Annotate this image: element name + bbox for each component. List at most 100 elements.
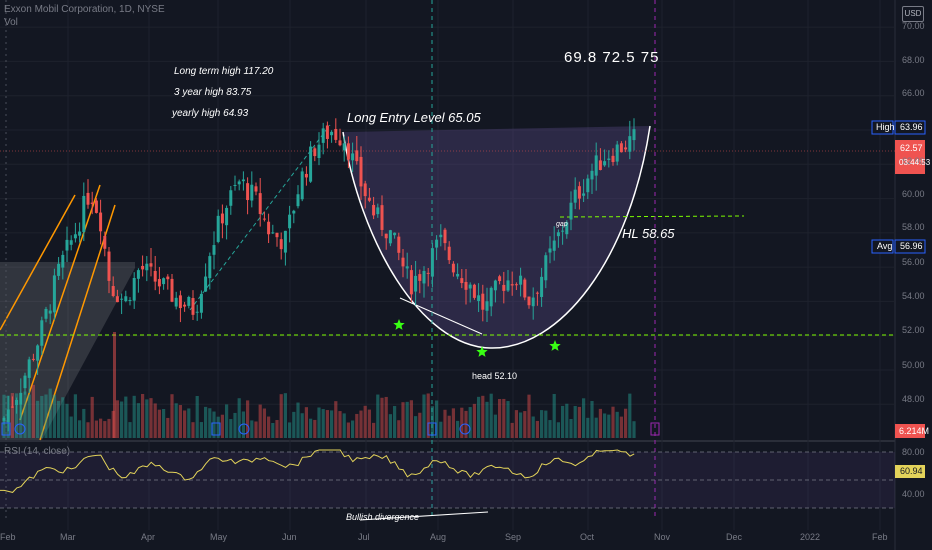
earnings-icon xyxy=(650,422,660,436)
volume-bar xyxy=(619,416,623,438)
volume-bar xyxy=(582,398,586,438)
currency-button[interactable]: USD xyxy=(902,6,924,22)
volume-bar xyxy=(531,416,535,438)
candle-body xyxy=(90,202,94,204)
volume-bar xyxy=(267,416,271,438)
high-tag-label: High xyxy=(876,122,895,132)
targets-note: 69.8 72.5 75 xyxy=(564,49,660,66)
volume-bar xyxy=(363,405,367,438)
candle-body xyxy=(330,131,334,136)
volume-bar xyxy=(220,414,224,438)
volume-bar xyxy=(115,400,119,438)
candle-body xyxy=(27,359,31,378)
volume-bar xyxy=(414,416,418,438)
price-tick: 50.00 xyxy=(902,360,925,370)
head-note: head 52.10 xyxy=(472,371,518,381)
rsi-value-tag: 60.94 xyxy=(900,466,923,476)
volume-bar xyxy=(61,397,65,438)
volume-bar xyxy=(451,408,455,438)
volume-bar xyxy=(548,420,552,438)
time-tick: Mar xyxy=(60,532,76,542)
volume-bar xyxy=(145,399,149,438)
high-tag-value: 63.96 xyxy=(900,122,923,132)
volume-bar xyxy=(573,406,577,438)
volume-bar xyxy=(132,395,136,438)
dividend-icon xyxy=(459,423,471,435)
volume-bar xyxy=(107,418,111,438)
volume-bar xyxy=(388,414,392,438)
volume-bar xyxy=(447,415,451,438)
volume-bar xyxy=(233,412,237,438)
candle-body xyxy=(271,232,275,234)
volume-bar xyxy=(477,396,481,438)
volume-bar xyxy=(603,413,607,438)
volume-bar xyxy=(15,393,19,438)
volume-indicator-label[interactable]: Vol xyxy=(4,17,18,28)
candle-body xyxy=(254,186,258,192)
candle-body xyxy=(577,186,581,199)
candle-body xyxy=(489,287,493,307)
price-tick: 60.00 xyxy=(902,189,925,199)
volume-bar xyxy=(598,408,602,438)
volume-bar xyxy=(502,398,506,438)
candle-body xyxy=(569,202,573,220)
candle-body xyxy=(86,192,90,205)
candle-body xyxy=(632,129,636,141)
candle-body xyxy=(493,280,497,291)
high-tag-box xyxy=(871,120,894,135)
rsi-line xyxy=(0,449,635,493)
candle-body xyxy=(426,272,430,274)
volume-tag-value: 6.214M xyxy=(899,426,930,436)
earnings-icon xyxy=(1,422,11,436)
volume-bar xyxy=(426,393,430,438)
candle-body xyxy=(178,295,182,309)
candle-body xyxy=(23,375,27,389)
price-tick: 68.00 xyxy=(902,55,925,65)
rsi-label[interactable]: RSI (14, close) xyxy=(4,446,71,457)
volume-bar xyxy=(594,417,598,438)
volume-bar xyxy=(615,411,619,438)
volume-bar xyxy=(439,421,443,438)
candle-body xyxy=(510,284,514,286)
candle-body xyxy=(430,248,434,277)
candle-body xyxy=(258,193,262,215)
candle-body xyxy=(527,296,531,306)
candle-body xyxy=(170,278,174,302)
candle-body xyxy=(78,231,82,236)
volume-bar xyxy=(586,417,590,438)
volume-bar xyxy=(456,420,460,438)
candle-body xyxy=(376,207,380,215)
volume-bar xyxy=(170,394,174,438)
candle-body xyxy=(393,232,397,236)
volume-bar xyxy=(506,401,510,438)
volume-bar xyxy=(540,410,544,438)
volume-bar xyxy=(304,407,308,438)
volume-bar xyxy=(359,410,363,438)
volume-bar xyxy=(69,416,73,438)
volume-bar xyxy=(309,418,313,438)
star-icon xyxy=(549,340,561,351)
candle-body xyxy=(141,265,145,270)
volume-bar xyxy=(292,411,296,438)
volume-bar xyxy=(86,422,90,438)
candle-body xyxy=(607,158,611,160)
candle-body xyxy=(443,229,447,244)
candle-body xyxy=(317,144,321,158)
volume-bar xyxy=(279,394,283,438)
three-year-high-note: 3 year high 83.75 xyxy=(174,87,252,98)
candle-body xyxy=(288,214,292,229)
candle-body xyxy=(351,153,355,161)
volume-bar xyxy=(241,411,245,438)
symbol-title[interactable]: Exxon Mobil Corporation, 1D, NYSE xyxy=(4,4,165,15)
volume-bar xyxy=(288,422,292,438)
candle-body xyxy=(422,270,426,284)
candle-body xyxy=(99,212,103,232)
price-tick: 48.00 xyxy=(902,394,925,404)
volume-bars xyxy=(2,332,636,438)
volume-bar xyxy=(481,395,485,438)
cup-curve xyxy=(342,125,651,349)
volume-bar xyxy=(31,384,35,438)
candle-body xyxy=(300,171,304,200)
avg-tag-value: 56.96 xyxy=(900,241,923,251)
